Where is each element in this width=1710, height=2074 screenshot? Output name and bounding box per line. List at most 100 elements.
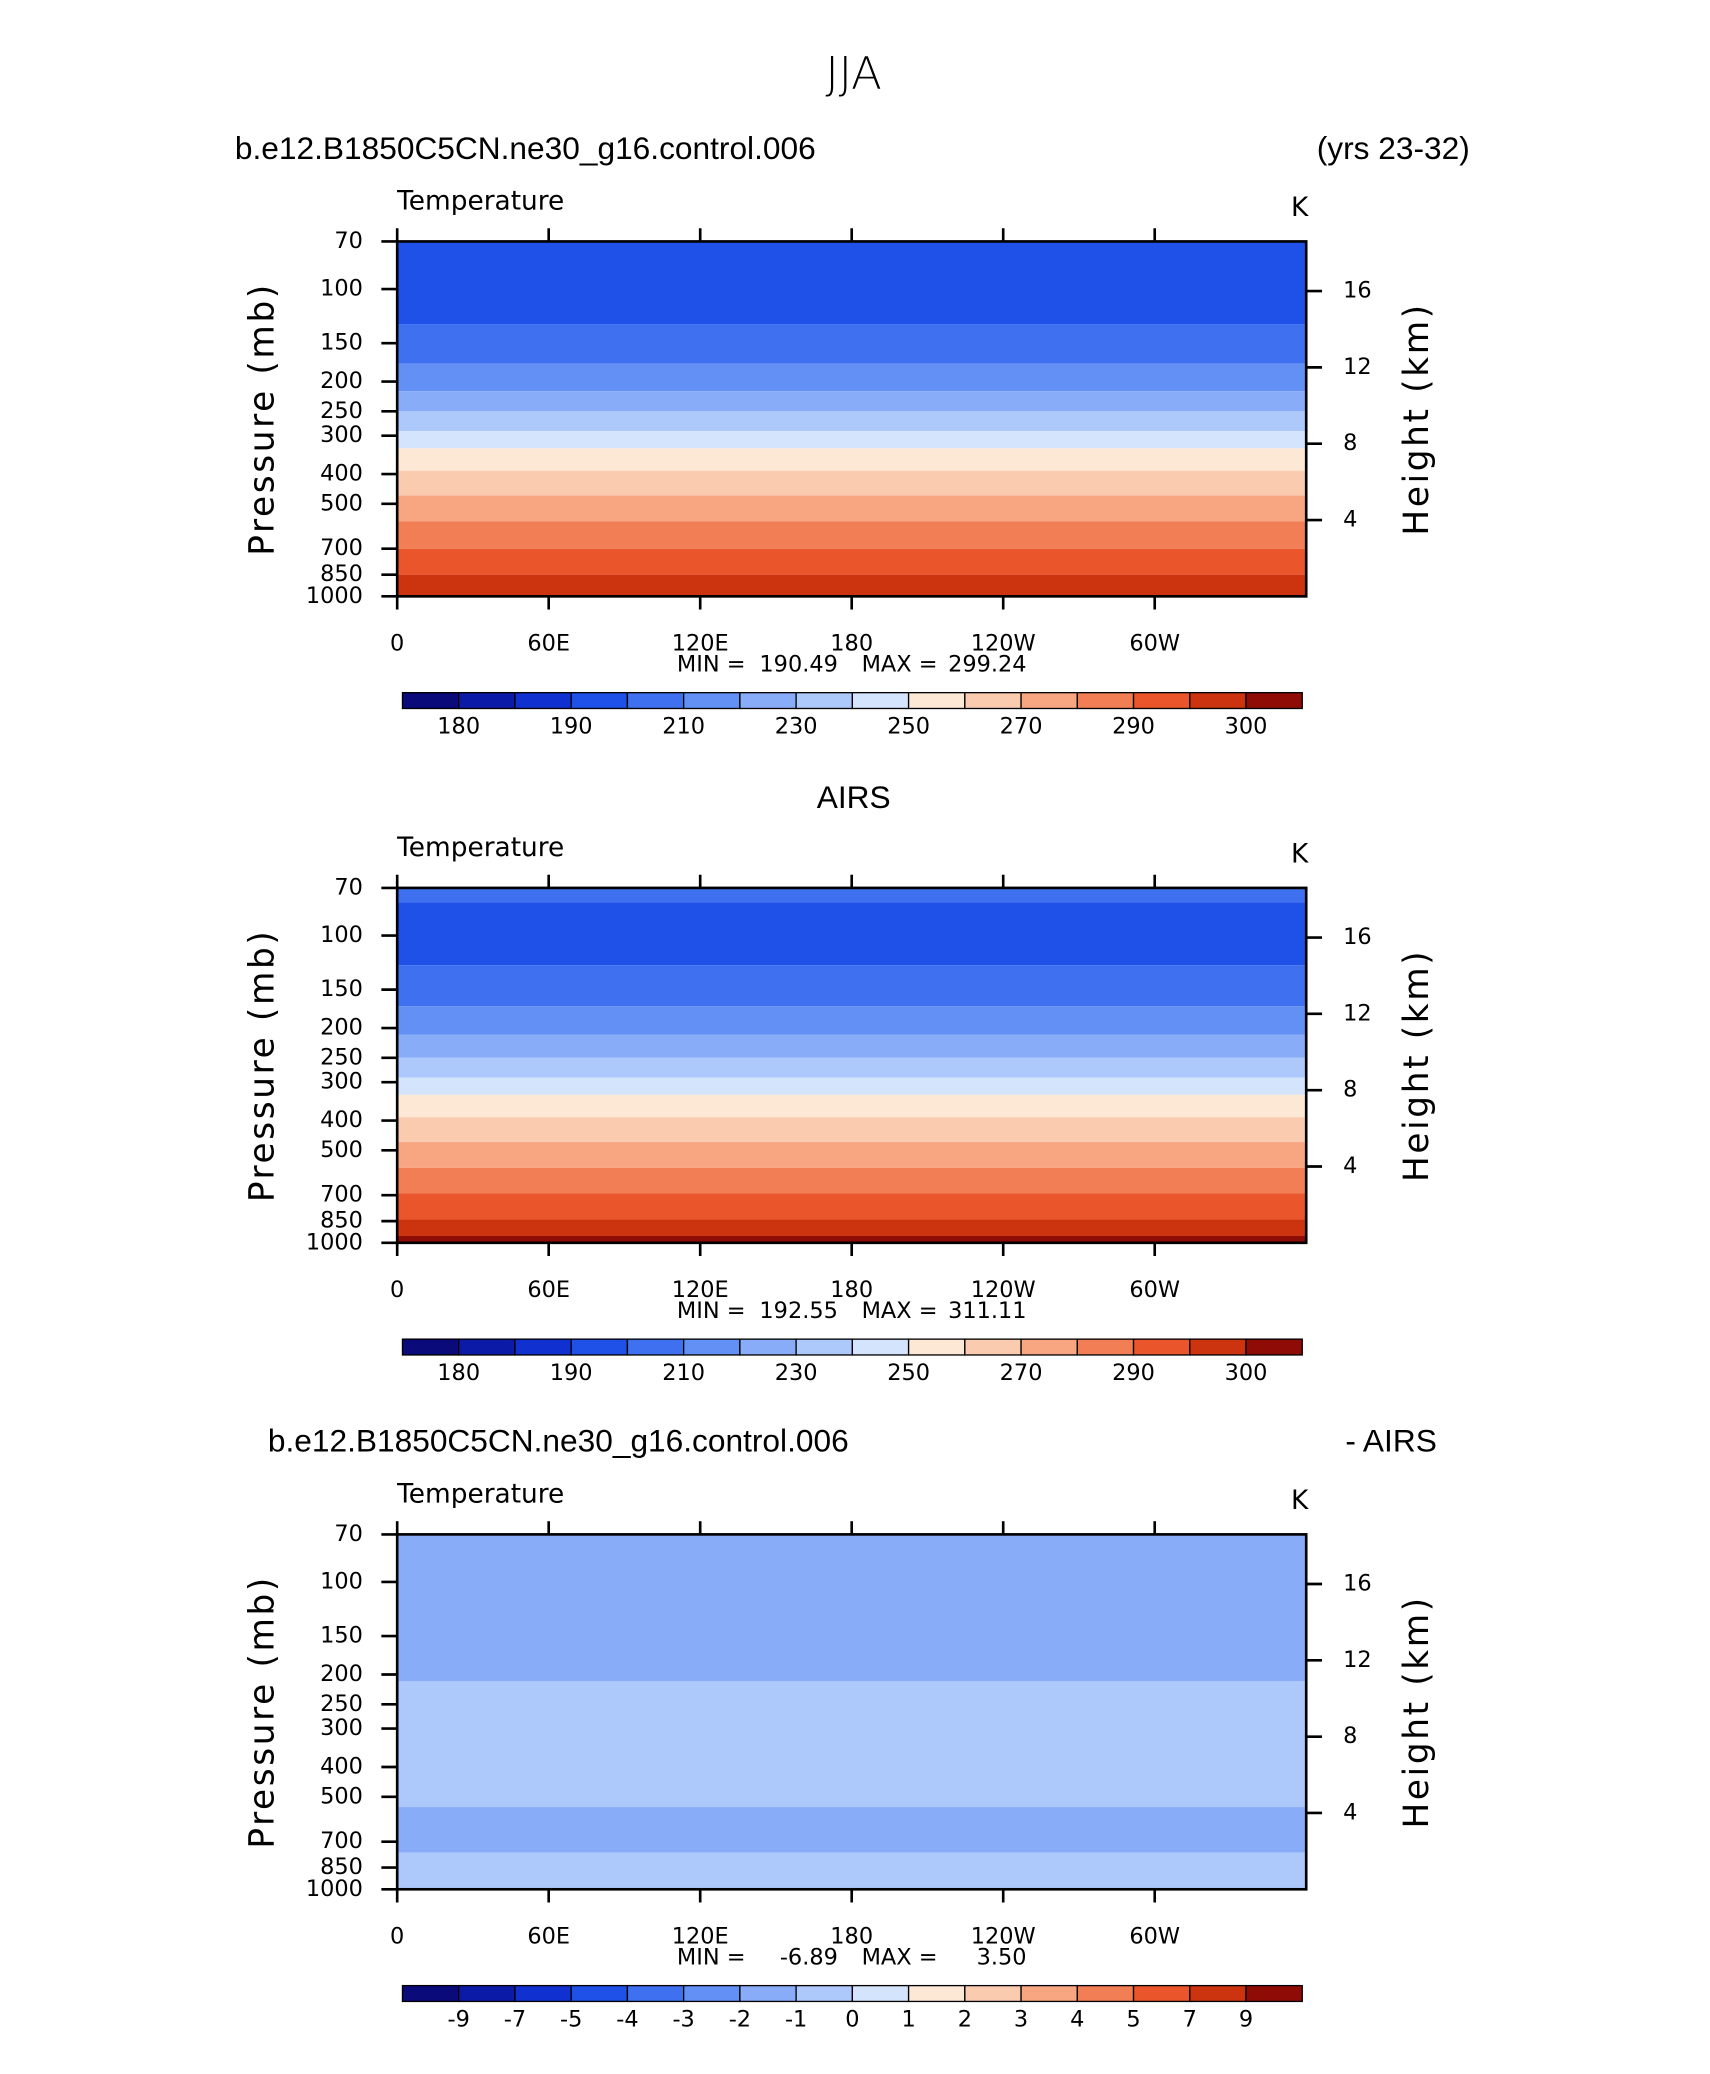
colorbar-label: 7 bbox=[1183, 2006, 1197, 2032]
contour-band bbox=[397, 1034, 1307, 1058]
y-axis-label: Pressure (mb) bbox=[242, 1575, 282, 1849]
y2-tick-label: 8 bbox=[1343, 430, 1357, 456]
y-tick-label: 200 bbox=[320, 1015, 363, 1041]
colorbar-box bbox=[851, 691, 910, 710]
x-tick-label: 60W bbox=[1129, 1277, 1180, 1303]
colorbar-label: 210 bbox=[662, 713, 705, 739]
contour-band bbox=[397, 1167, 1307, 1194]
colorbar-box bbox=[570, 1338, 629, 1356]
colorbar-label: 250 bbox=[887, 1360, 930, 1386]
units: K bbox=[1291, 839, 1309, 869]
contour-band bbox=[397, 902, 1307, 966]
y2-tick-label: 4 bbox=[1343, 507, 1357, 533]
y-tick-label: 850 bbox=[320, 1208, 363, 1234]
y-tick-label: 1000 bbox=[306, 1229, 363, 1255]
colorbar-label: 180 bbox=[437, 713, 480, 739]
colorbar-label: 0 bbox=[845, 2006, 859, 2032]
stat-max-text: MAX = bbox=[862, 1944, 938, 1970]
colorbar-box bbox=[1076, 691, 1135, 710]
units: K bbox=[1291, 1486, 1309, 1516]
contour-band bbox=[397, 495, 1307, 522]
colorbar-label: 3 bbox=[1014, 2006, 1028, 2032]
stat-min-text: MIN = bbox=[677, 1298, 746, 1324]
y-tick-label: 100 bbox=[320, 276, 363, 302]
colorbar-box bbox=[1132, 1984, 1191, 2003]
contour-band bbox=[397, 1807, 1307, 1853]
y-tick-label: 500 bbox=[320, 490, 363, 516]
y2-tick-label: 4 bbox=[1343, 1799, 1357, 1825]
y-tick-label: 250 bbox=[320, 1691, 363, 1717]
y-tick-label: 100 bbox=[320, 1568, 363, 1594]
colorbar-label: 210 bbox=[662, 1360, 705, 1386]
stat-min: -6.89 bbox=[780, 1944, 838, 1970]
y-tick-label: 150 bbox=[320, 330, 363, 356]
contour-band bbox=[397, 448, 1307, 471]
contour-band bbox=[397, 470, 1307, 496]
colorbar-box bbox=[1076, 1338, 1135, 1356]
contour-band bbox=[397, 431, 1307, 449]
x-tick-label: 180 bbox=[830, 630, 873, 656]
colorbar-box bbox=[682, 1338, 741, 1356]
colorbar-label: 230 bbox=[775, 1360, 818, 1386]
y2-tick-label: 16 bbox=[1343, 278, 1372, 304]
colorbar-box bbox=[851, 1338, 910, 1356]
colorbar-label: -3 bbox=[672, 2006, 694, 2032]
y-tick-label: 200 bbox=[320, 1661, 363, 1687]
y2-axis-label: Height (km) bbox=[1397, 949, 1437, 1182]
colorbar-box bbox=[1076, 1984, 1135, 2003]
y-tick-label: 700 bbox=[320, 1182, 363, 1208]
contour-band bbox=[397, 521, 1307, 549]
stat-min: 190.49 bbox=[759, 651, 837, 677]
x-tick-label: 120E bbox=[672, 1923, 729, 1949]
y-tick-label: 700 bbox=[320, 535, 363, 561]
colorbar-label: -2 bbox=[729, 2006, 751, 2032]
colorbar-box bbox=[514, 1338, 572, 1356]
y-tick-label: 250 bbox=[320, 1044, 363, 1070]
colorbar-box bbox=[1132, 1338, 1191, 1356]
y2-tick-label: 16 bbox=[1343, 924, 1372, 950]
subtitle: Temperature bbox=[396, 833, 564, 863]
colorbar-box bbox=[1020, 1984, 1078, 2003]
x-tick-label: 60E bbox=[527, 1923, 570, 1949]
colorbar-box bbox=[851, 1984, 910, 2003]
stat-max: 299.24 bbox=[948, 651, 1026, 677]
colorbar-box bbox=[570, 1984, 629, 2003]
colorbar-box bbox=[1020, 1338, 1078, 1356]
colorbar-label: -4 bbox=[616, 2006, 638, 2032]
y-tick-label: 850 bbox=[320, 561, 363, 587]
contour-band bbox=[397, 1235, 1307, 1243]
colorbar-label: -9 bbox=[448, 2006, 470, 2032]
colorbar-label: 4 bbox=[1070, 2006, 1084, 2032]
colorbar-box bbox=[795, 691, 854, 710]
plot-title-left: b.e12.B1850C5CN.ne30_g16.control.006 bbox=[268, 1423, 849, 1459]
x-tick-label: 120W bbox=[971, 630, 1036, 656]
stat-max: 3.50 bbox=[977, 1944, 1027, 1970]
y-tick-label: 400 bbox=[320, 461, 363, 487]
x-tick-label: 0 bbox=[390, 630, 404, 656]
x-tick-label: 60E bbox=[527, 630, 570, 656]
contour-band bbox=[397, 548, 1307, 575]
colorbar-label: 270 bbox=[1000, 1360, 1043, 1386]
colorbar-box bbox=[1245, 691, 1303, 710]
colorbar-label: 5 bbox=[1126, 2006, 1140, 2032]
colorbar-box bbox=[795, 1984, 854, 2003]
y2-axis-label: Height (km) bbox=[1397, 1595, 1437, 1828]
colorbar-box bbox=[739, 1338, 797, 1356]
colorbar-box bbox=[964, 1984, 1022, 2003]
y-tick-label: 1000 bbox=[306, 1876, 363, 1902]
stat-min-text: MIN = bbox=[677, 651, 746, 677]
stat-max-text: MAX = bbox=[862, 1298, 938, 1324]
y-tick-label: 150 bbox=[320, 1623, 363, 1649]
colorbar-box bbox=[626, 691, 685, 710]
colorbar-box bbox=[795, 1338, 854, 1356]
y2-tick-label: 12 bbox=[1343, 1000, 1372, 1026]
subtitle: Temperature bbox=[396, 186, 564, 216]
contour-band bbox=[397, 1094, 1307, 1118]
colorbar-box bbox=[1189, 691, 1247, 710]
colorbar-label: 290 bbox=[1112, 1360, 1155, 1386]
contour-band bbox=[397, 363, 1307, 392]
contour-band bbox=[397, 411, 1307, 432]
y-tick-label: 850 bbox=[320, 1854, 363, 1880]
colorbar-label: 190 bbox=[550, 713, 593, 739]
colorbar-label: 190 bbox=[550, 1360, 593, 1386]
